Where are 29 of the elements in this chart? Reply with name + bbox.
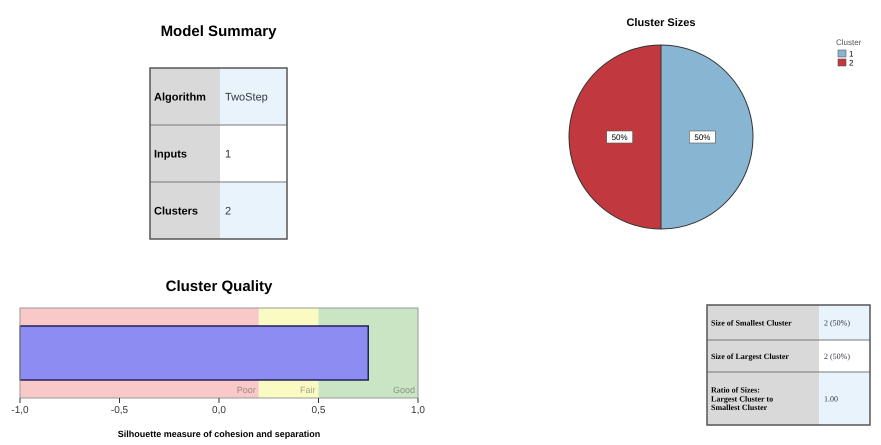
data-label: 50% <box>612 132 628 142</box>
text: 2 <box>225 205 232 218</box>
text: Ratio of Sizes: Largest Cluster to Smallest Cluster <box>711 386 774 412</box>
x-axis-title: Silhouette measure of cohesion and separation <box>118 429 320 439</box>
text: 1.00 <box>824 394 838 404</box>
x-tick-label: 0,0 <box>212 405 226 416</box>
data-label: 50% <box>694 132 710 142</box>
x-tick-label: -0,5 <box>110 405 129 416</box>
legend-label: 2 <box>849 58 854 68</box>
text: Inputs <box>154 148 187 160</box>
x-tick-label: -1,0 <box>11 405 30 416</box>
text: Size of Largest Cluster <box>711 352 790 361</box>
legend-title: Cluster <box>836 38 862 47</box>
chart-title: Cluster Quality <box>166 278 273 295</box>
chart-title: Cluster Sizes <box>626 17 696 29</box>
band-label: Good <box>392 385 415 395</box>
text: 1 <box>225 148 232 160</box>
text: Clusters <box>154 205 198 218</box>
band-label: Poor <box>236 385 256 395</box>
text: Model Summary <box>160 23 278 40</box>
text: 2 (50%) <box>824 352 850 361</box>
text: 2 (50%) <box>824 318 850 328</box>
band-label: Fair <box>300 385 316 395</box>
text: TwoStep <box>225 91 268 104</box>
legend-label: 1 <box>849 49 854 58</box>
text: Size of Smallest Cluster <box>711 318 792 328</box>
x-tick-label: 0,5 <box>312 405 326 416</box>
x-tick-label: 1,0 <box>411 405 426 416</box>
text: Algorithm <box>154 91 206 104</box>
